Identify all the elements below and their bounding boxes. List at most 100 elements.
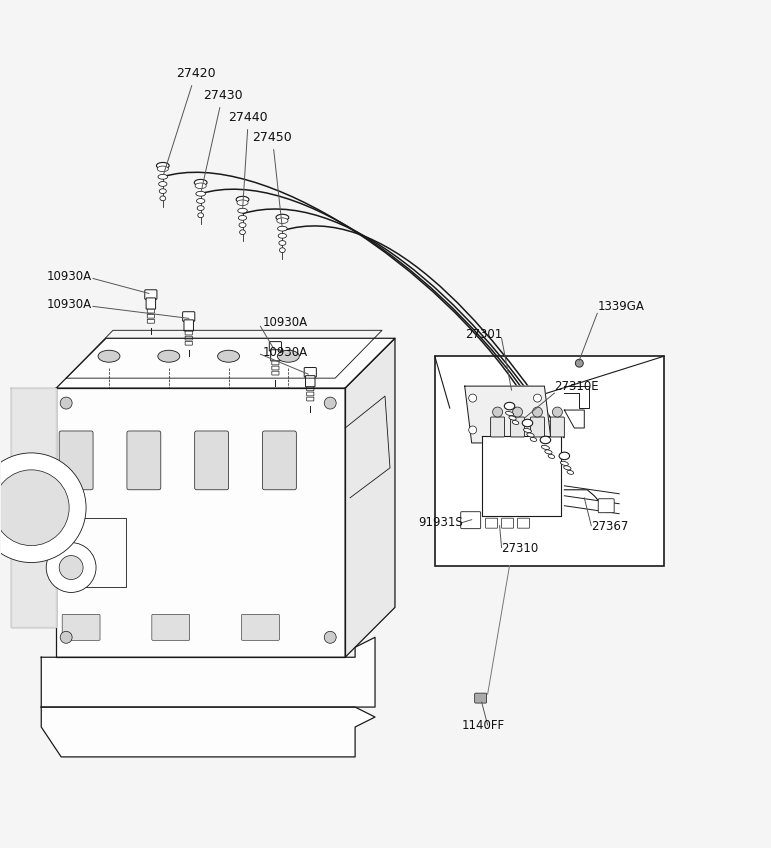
- FancyBboxPatch shape: [530, 417, 544, 437]
- FancyBboxPatch shape: [185, 337, 192, 340]
- Ellipse shape: [158, 175, 167, 179]
- Ellipse shape: [530, 438, 537, 442]
- Ellipse shape: [159, 181, 167, 187]
- FancyBboxPatch shape: [271, 349, 280, 361]
- FancyBboxPatch shape: [307, 392, 314, 396]
- Text: 91931S: 91931S: [418, 516, 463, 528]
- Ellipse shape: [280, 248, 285, 253]
- FancyBboxPatch shape: [147, 320, 154, 323]
- Bar: [435, 356, 664, 566]
- Circle shape: [59, 555, 83, 579]
- Text: 27440: 27440: [228, 111, 268, 208]
- Ellipse shape: [238, 215, 247, 220]
- Polygon shape: [482, 436, 561, 516]
- Polygon shape: [12, 388, 56, 628]
- Ellipse shape: [98, 350, 120, 362]
- FancyBboxPatch shape: [598, 499, 614, 513]
- Ellipse shape: [158, 350, 180, 362]
- FancyBboxPatch shape: [152, 614, 190, 640]
- FancyBboxPatch shape: [307, 397, 314, 401]
- Ellipse shape: [506, 411, 513, 416]
- Ellipse shape: [237, 209, 247, 213]
- Ellipse shape: [276, 215, 289, 220]
- Ellipse shape: [278, 233, 287, 238]
- FancyBboxPatch shape: [269, 342, 281, 351]
- FancyBboxPatch shape: [305, 367, 316, 377]
- Circle shape: [46, 543, 96, 593]
- Polygon shape: [41, 707, 375, 757]
- FancyBboxPatch shape: [475, 693, 487, 703]
- Circle shape: [469, 394, 476, 402]
- FancyBboxPatch shape: [510, 417, 524, 437]
- Ellipse shape: [522, 419, 533, 427]
- Text: 27367: 27367: [591, 520, 628, 533]
- Ellipse shape: [278, 350, 299, 362]
- Text: 27420: 27420: [163, 67, 215, 174]
- Ellipse shape: [504, 402, 515, 410]
- Text: 10930A: 10930A: [262, 316, 308, 329]
- Circle shape: [60, 631, 72, 644]
- FancyBboxPatch shape: [517, 518, 530, 528]
- Ellipse shape: [561, 461, 568, 466]
- Text: 27301: 27301: [465, 328, 502, 341]
- Circle shape: [325, 397, 336, 409]
- Ellipse shape: [237, 200, 248, 205]
- FancyBboxPatch shape: [307, 387, 314, 391]
- FancyBboxPatch shape: [59, 431, 93, 490]
- FancyBboxPatch shape: [490, 417, 504, 437]
- FancyBboxPatch shape: [184, 320, 194, 331]
- Ellipse shape: [559, 452, 570, 460]
- FancyBboxPatch shape: [550, 417, 564, 437]
- Text: 10930A: 10930A: [46, 298, 91, 311]
- FancyBboxPatch shape: [272, 366, 279, 370]
- FancyBboxPatch shape: [185, 342, 192, 345]
- FancyBboxPatch shape: [272, 371, 279, 375]
- Ellipse shape: [197, 198, 205, 204]
- Circle shape: [533, 407, 543, 417]
- Circle shape: [0, 470, 69, 545]
- FancyBboxPatch shape: [486, 518, 497, 528]
- Polygon shape: [465, 386, 551, 443]
- Ellipse shape: [564, 466, 571, 470]
- Circle shape: [513, 407, 523, 417]
- Text: 27450: 27450: [252, 131, 292, 226]
- Circle shape: [575, 360, 584, 367]
- Ellipse shape: [196, 192, 205, 196]
- Circle shape: [534, 394, 541, 402]
- FancyBboxPatch shape: [145, 290, 157, 299]
- FancyBboxPatch shape: [146, 298, 156, 309]
- Text: 10930A: 10930A: [46, 271, 91, 283]
- FancyBboxPatch shape: [502, 518, 513, 528]
- Text: 27310: 27310: [502, 542, 539, 555]
- Circle shape: [0, 453, 86, 562]
- Ellipse shape: [278, 226, 287, 231]
- Ellipse shape: [198, 213, 204, 218]
- Ellipse shape: [160, 196, 166, 201]
- Ellipse shape: [527, 433, 534, 437]
- Polygon shape: [41, 638, 375, 707]
- Circle shape: [552, 407, 562, 417]
- Ellipse shape: [217, 350, 240, 362]
- FancyBboxPatch shape: [147, 310, 154, 313]
- Ellipse shape: [567, 471, 574, 474]
- Ellipse shape: [524, 428, 531, 432]
- Ellipse shape: [240, 230, 245, 235]
- Circle shape: [534, 426, 541, 434]
- Circle shape: [493, 407, 503, 417]
- FancyBboxPatch shape: [272, 361, 279, 365]
- Ellipse shape: [509, 416, 516, 420]
- Circle shape: [60, 397, 72, 409]
- Ellipse shape: [195, 183, 207, 188]
- Ellipse shape: [160, 189, 167, 193]
- Ellipse shape: [157, 166, 168, 171]
- Ellipse shape: [540, 436, 550, 444]
- Text: 1140FF: 1140FF: [462, 719, 505, 732]
- Ellipse shape: [541, 445, 550, 449]
- Ellipse shape: [277, 218, 288, 224]
- Ellipse shape: [239, 223, 246, 227]
- Ellipse shape: [236, 197, 249, 203]
- Text: 27430: 27430: [201, 89, 242, 191]
- FancyBboxPatch shape: [62, 614, 100, 640]
- FancyBboxPatch shape: [127, 431, 161, 490]
- Ellipse shape: [157, 163, 169, 169]
